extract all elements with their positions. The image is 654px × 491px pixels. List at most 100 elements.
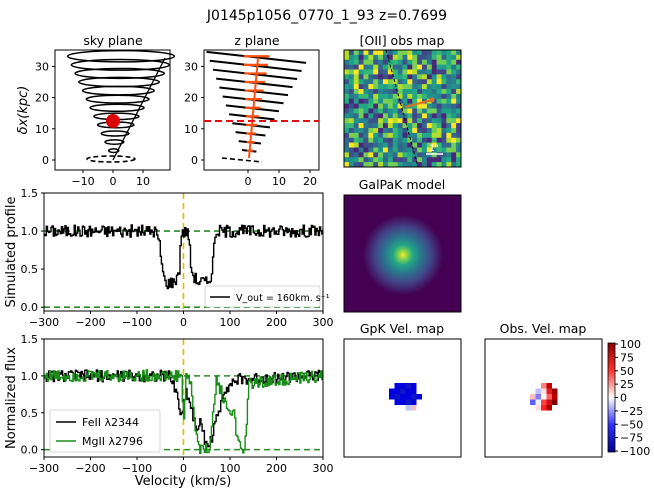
obs-pixel: [436, 64, 442, 70]
obs-pixel: [397, 89, 403, 95]
obs-pixel: [426, 79, 433, 85]
obs-pixel: [441, 118, 447, 124]
obs-pixel: [378, 103, 384, 109]
obs-map-target-dot: [429, 97, 435, 103]
obs-pixel: [451, 93, 457, 100]
obs-pixel: [383, 79, 389, 85]
sky-ytick-label: 10: [35, 123, 49, 136]
obs-pixel: [446, 113, 452, 119]
colorbar-tick-label: −50: [620, 418, 643, 431]
obs-vel-pixel: [535, 388, 541, 394]
obs-pixel: [412, 54, 418, 61]
colorbar-tick-label: −75: [620, 432, 643, 445]
obs-pixel: [441, 69, 447, 75]
obs-pixel: [446, 59, 452, 65]
obs-pixel: [407, 162, 413, 168]
obs-pixel: [436, 89, 442, 95]
obs-pixel: [387, 113, 394, 119]
obs-pixel: [426, 152, 433, 158]
sky-xtick-label: 0: [110, 175, 117, 188]
obs-pixel: [451, 98, 457, 104]
obs-pixel: [358, 128, 364, 134]
obs-pixel: [363, 162, 369, 168]
obs-pixel: [417, 108, 423, 114]
obs-pixel: [363, 137, 369, 143]
oii-obs-map-panel: [OII] obs map 1": [343, 33, 462, 168]
obs-pixel: [344, 59, 350, 65]
obs-pixel: [348, 59, 355, 65]
obs-pixel: [397, 50, 403, 56]
obs-pixel: [431, 54, 437, 61]
obs-pixel: [397, 79, 403, 85]
obs-pixel: [397, 74, 403, 80]
obs-pixel: [348, 50, 355, 56]
obs-pixel: [426, 108, 433, 114]
sky-xtick-label: 10: [136, 175, 150, 188]
obs-pixel: [348, 69, 355, 75]
obs-pixel: [392, 142, 398, 148]
obs-pixel: [402, 162, 408, 168]
obs-pixel: [373, 74, 379, 80]
obs-pixel: [348, 128, 355, 134]
obs-pixel: [344, 123, 350, 129]
obs-pixel: [387, 142, 394, 148]
obs-pixel: [422, 84, 428, 90]
obs-pixel: [358, 162, 364, 168]
obs-pixel: [456, 54, 462, 61]
obs-pixel: [446, 137, 452, 143]
obs-pixel: [344, 54, 350, 61]
obs-pixel: [422, 162, 428, 168]
obs-pixel: [417, 93, 423, 100]
colorbar-tick-label: 25: [620, 378, 634, 391]
xtick-label: −100: [122, 462, 152, 475]
obs-pixel: [373, 118, 379, 124]
flux-xlabel: Velocity (km/s): [135, 474, 232, 489]
obs-pixel: [392, 89, 398, 95]
obs-pixel: [407, 113, 413, 119]
obs-pixel: [383, 108, 389, 114]
obs-pixel: [407, 50, 413, 56]
obs-pixel: [451, 113, 457, 119]
obs-pixel: [392, 137, 398, 143]
obs-vel-pixel: [541, 394, 547, 400]
obs-pixel: [407, 108, 413, 114]
obs-pixel: [368, 142, 374, 148]
obs-pixel: [387, 59, 394, 65]
obs-pixel: [426, 137, 433, 143]
obs-pixel: [397, 152, 403, 158]
obs-pixel: [456, 128, 462, 134]
obs-pixel: [417, 103, 423, 109]
obs-pixel: [456, 162, 462, 168]
obs-pixel: [426, 157, 433, 163]
sky-disk-ellipse: [86, 155, 136, 163]
xtick-label: 0: [180, 316, 187, 329]
xtick-label: 300: [313, 462, 334, 475]
obs-pixel: [446, 64, 452, 70]
obs-pixel: [363, 79, 369, 85]
obs-pixel: [383, 128, 389, 134]
obs-vel-pixel: [541, 383, 547, 389]
obs-vel-pixel: [552, 394, 558, 400]
obs-pixel: [363, 128, 369, 134]
obs-pixel: [368, 108, 374, 114]
obs-pixel: [358, 132, 364, 139]
obs-pixel: [456, 103, 462, 109]
obs-pixel: [344, 69, 350, 75]
obs-pixel: [431, 108, 437, 114]
obs-pixel: [378, 128, 384, 134]
obs-vel-pixel: [546, 405, 552, 411]
obs-pixel: [412, 103, 418, 109]
colorbar-tick-label: −25: [620, 405, 643, 418]
obs-pixel: [387, 108, 394, 114]
obs-pixel: [417, 147, 423, 153]
obs-pixel: [436, 128, 442, 134]
xtick-label: 200: [266, 462, 287, 475]
colorbar-tick-label: 50: [620, 365, 634, 378]
obs-pixel: [344, 157, 350, 163]
obs-pixel: [358, 69, 364, 75]
obs-vel-pixel: [546, 394, 552, 400]
obs-pixel: [358, 152, 364, 158]
obs-pixel: [417, 162, 423, 168]
ytick-label: 1.0: [21, 370, 39, 383]
